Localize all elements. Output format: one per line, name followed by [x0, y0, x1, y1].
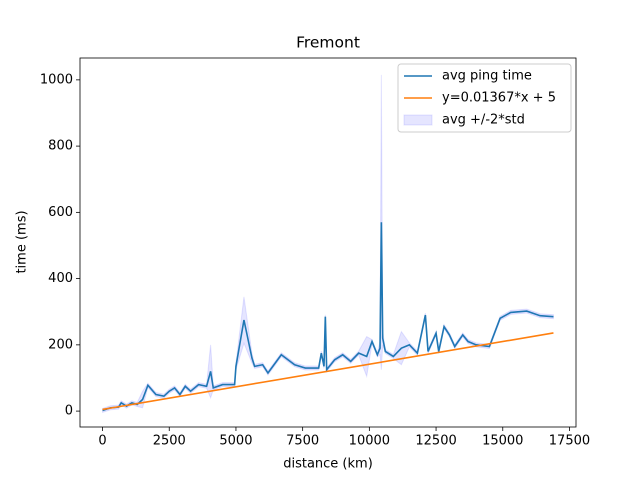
- x-tick-label: 5000: [219, 434, 252, 449]
- x-tick-label: 17500: [549, 434, 590, 449]
- y-tick-label: 0: [65, 404, 73, 419]
- legend-box: [397, 63, 572, 133]
- y-tick-label: 600: [48, 205, 73, 220]
- legend-label: y=0.01367*x + 5: [442, 91, 556, 106]
- y-tick-label: 1000: [40, 72, 73, 87]
- series-line: [102, 222, 554, 412]
- plot-frame: [79, 57, 577, 428]
- y-tick-label: 200: [48, 337, 73, 352]
- x-axis-label: distance (km): [283, 457, 373, 472]
- x-tick-label: 12500: [415, 434, 456, 449]
- legend-swatch: [403, 114, 433, 126]
- y-tick-label: 400: [48, 271, 73, 286]
- y-tick-label: 800: [48, 139, 73, 154]
- x-tick-label: 10000: [349, 434, 390, 449]
- x-tick-label: 0: [98, 434, 106, 449]
- x-tick-label: 15000: [482, 434, 523, 449]
- x-tick-label: 7500: [286, 434, 319, 449]
- legend-label: avg +/-2*std: [442, 113, 525, 128]
- series-line: [102, 332, 554, 411]
- x-tick-label: 2500: [153, 434, 186, 449]
- chart-title: Fremont: [296, 34, 360, 52]
- y-axis-label: time (ms): [15, 210, 30, 273]
- legend-label: avg ping time: [442, 69, 532, 84]
